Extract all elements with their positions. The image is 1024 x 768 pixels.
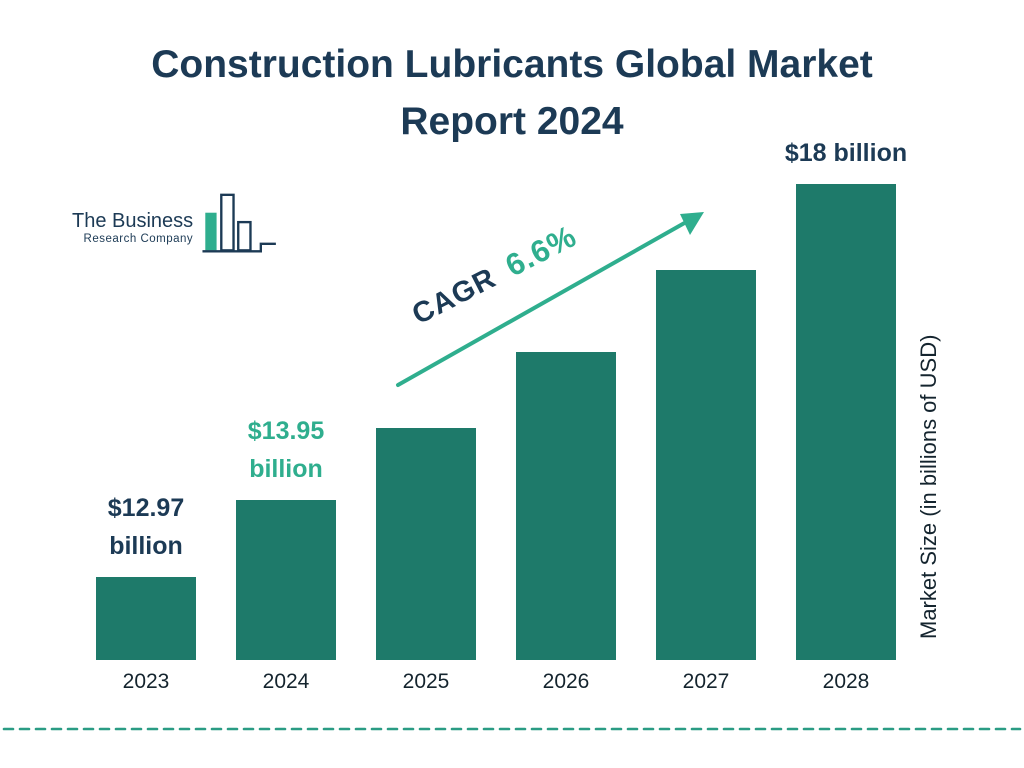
company-logo-text: The Business Research Company [72,210,193,246]
value-label-2028: $18 billion [784,139,908,167]
value-label-2023: $12.97 billion [107,494,185,560]
logo-name-line-2: Research Company [83,233,194,245]
x-axis-label-2028: 2028 [822,670,870,693]
y-axis-label: Market Size (in billions of USD) [916,334,941,640]
value-label-2024: $13.95 billion [247,417,325,483]
logo-bar-chart-icon [202,193,277,253]
bar-2025 [376,428,476,660]
bar-2024 [236,500,336,660]
bar-2027 [656,270,756,660]
bar-column-2027: 2027 [656,184,756,693]
bar-column-2026: 2026 [516,184,616,693]
bar-2023 [96,577,196,660]
x-axis-label-2023: 2023 [122,670,170,693]
title-line-1: Construction Lubricants Global Market [151,43,873,86]
title-line-2: Report 2024 [400,100,624,143]
bottom-dashed-divider [2,727,1022,731]
bar-chart: $12.97 billion 2023 $13.95 billion 2024 2025 20… [96,139,907,693]
bar-column-2028: $18 billion 2028 [785,139,907,693]
bar-column-2025: 2025 [376,184,476,693]
x-axis-label-2024: 2024 [262,670,310,693]
bar-2026 [516,352,616,660]
bar-2028 [796,184,896,660]
x-axis-label-2026: 2026 [542,670,590,693]
company-logo: The Business Research Company [72,192,282,253]
logo-name-line-1: The Business [72,210,194,232]
bar-column-2024: $13.95 billion 2024 [236,184,336,693]
bar-column-2023: $12.97 billion 2023 [96,184,196,693]
page-title: Construction Lubricants Global Market Re… [0,36,1024,150]
x-axis-label-2027: 2027 [682,670,730,693]
x-axis-label-2025: 2025 [402,670,450,693]
